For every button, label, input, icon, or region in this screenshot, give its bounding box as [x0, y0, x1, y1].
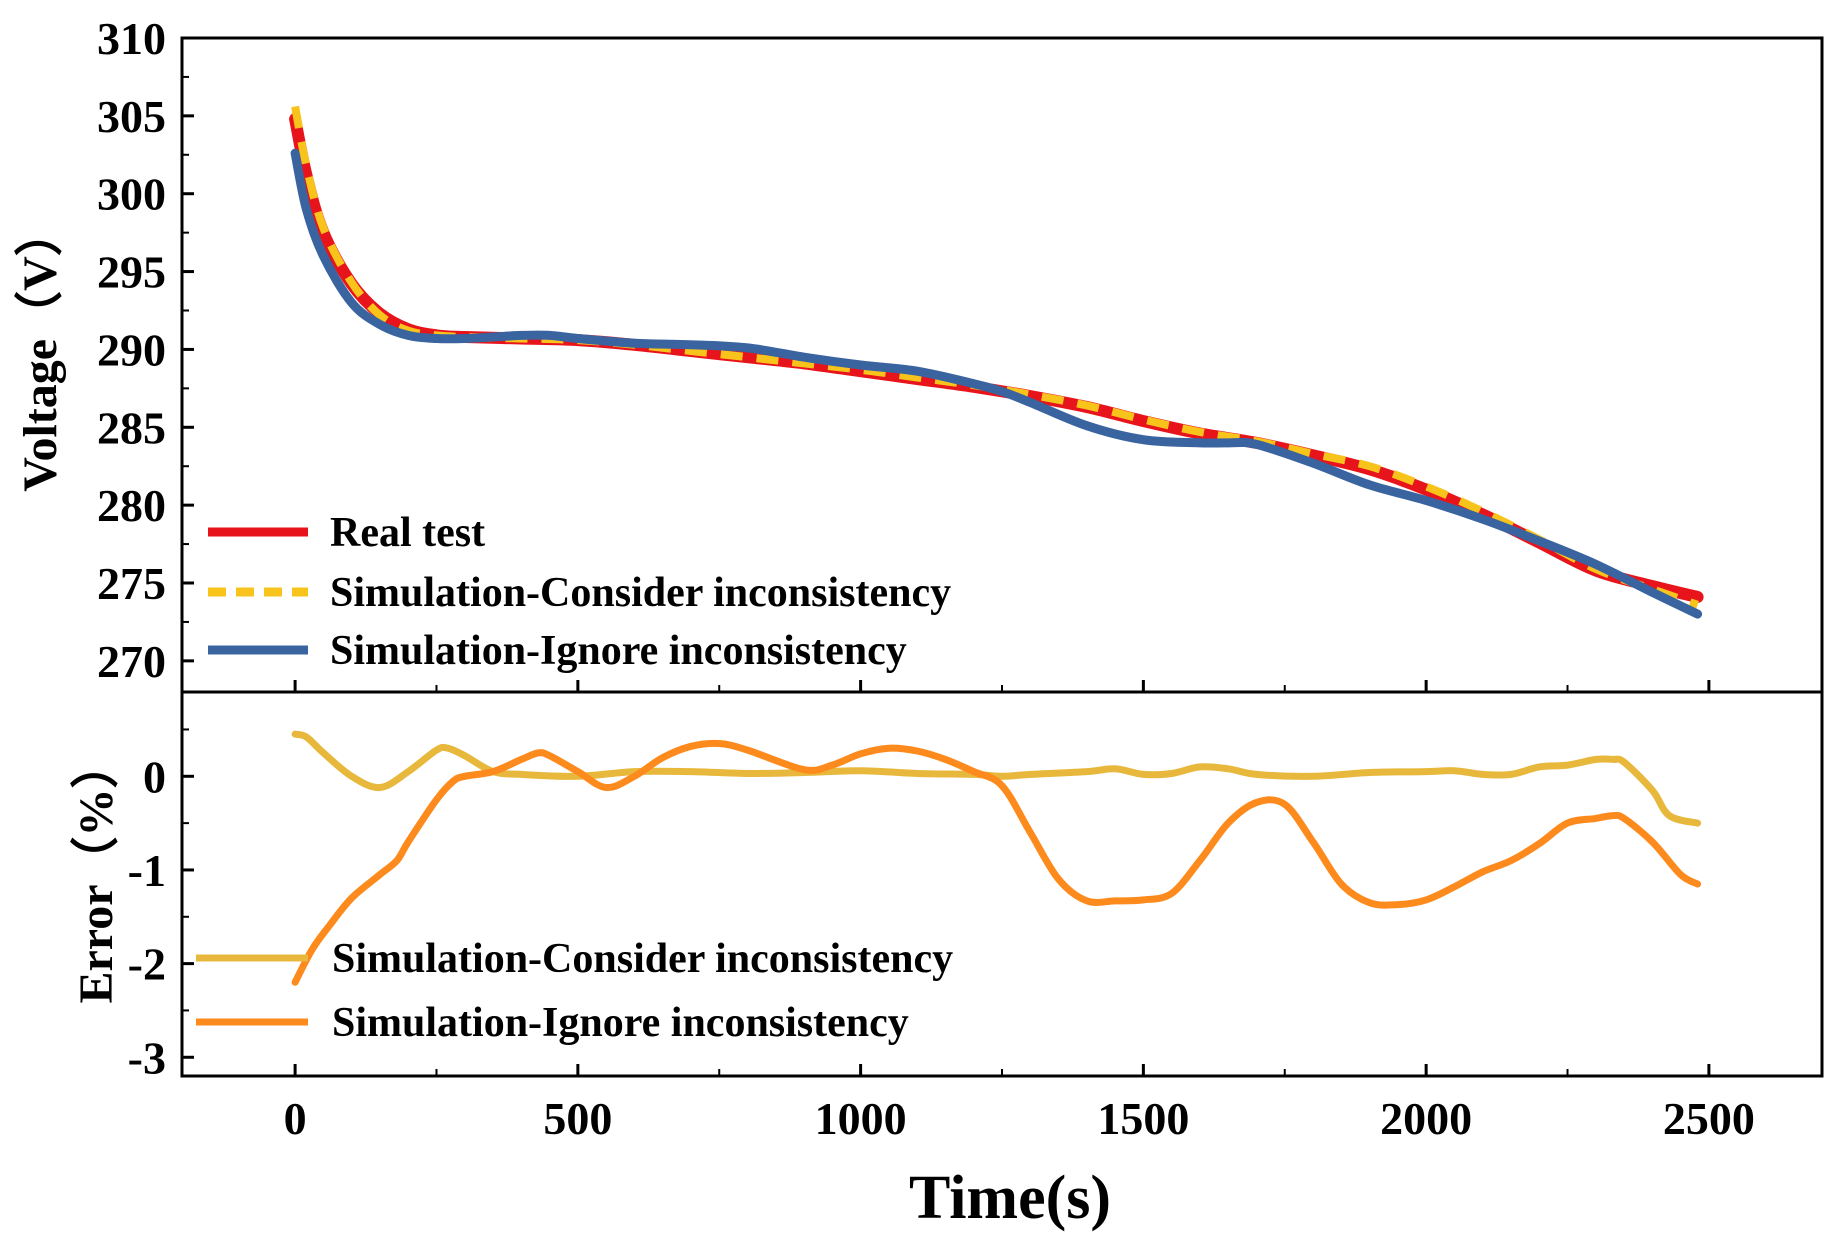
top-y-tick-label: 295 [97, 247, 166, 298]
x-tick-label: 500 [543, 1093, 612, 1144]
bottom-panel-ticks: -3 -2 -1 0 [128, 728, 194, 1083]
x-tick-label: 1500 [1097, 1093, 1189, 1144]
error-line-simulation-consider-inconsistency [291, 730, 1702, 827]
top-y-tick-label: 270 [97, 636, 166, 687]
legend-label-error-consider: Simulation-Consider inconsistency [332, 936, 953, 982]
top-y-tick-label: 285 [97, 402, 166, 453]
top-panel-ticks: 270 275 280 285 290 295 300 305 310 [97, 13, 194, 687]
top-y-tick-label: 290 [97, 324, 166, 375]
bottom-y-axis-title: Error（%） [70, 740, 123, 1003]
series-line-simulation-ignore-inconsistency [290, 148, 1703, 619]
series-line-simulation-consider-inconsistency [291, 105, 1699, 609]
x-tick-label: 0 [284, 1093, 307, 1144]
bottom-y-tick-label: -2 [128, 939, 166, 990]
legend-label-error-ignore: Simulation-Ignore inconsistency [332, 1000, 909, 1046]
top-y-tick-label: 300 [97, 169, 166, 220]
x-axis-title: Time(s) [909, 1164, 1111, 1232]
bottom-panel-series [291, 730, 1702, 986]
top-legend: Real test Simulation-Consider inconsiste… [208, 510, 951, 674]
legend-label-ignore: Simulation-Ignore inconsistency [330, 628, 907, 674]
bottom-y-tick-label: 0 [143, 751, 166, 802]
top-y-tick-label: 275 [97, 558, 166, 609]
bottom-legend: Simulation-Consider inconsistency Simula… [196, 936, 953, 1046]
x-tick-label: 2000 [1380, 1093, 1472, 1144]
bottom-y-tick-label: -1 [128, 845, 166, 896]
legend-label-real-test: Real test [330, 510, 485, 556]
x-tick-label: 2500 [1663, 1093, 1755, 1144]
bottom-y-tick-label: -3 [128, 1032, 166, 1083]
x-axis-ticks: 0 500 1000 1500 2000 2500 [284, 680, 1755, 1144]
error-line-simulation-ignore-inconsistency [291, 739, 1702, 986]
top-y-tick-label: 310 [97, 13, 166, 64]
legend-label-consider: Simulation-Consider inconsistency [330, 570, 951, 616]
top-panel-series [289, 105, 1704, 619]
top-y-tick-label: 305 [97, 91, 166, 142]
top-y-axis-title: Voltage（V） [14, 208, 67, 492]
x-tick-label: 1000 [815, 1093, 907, 1144]
top-y-tick-label: 280 [97, 480, 166, 531]
